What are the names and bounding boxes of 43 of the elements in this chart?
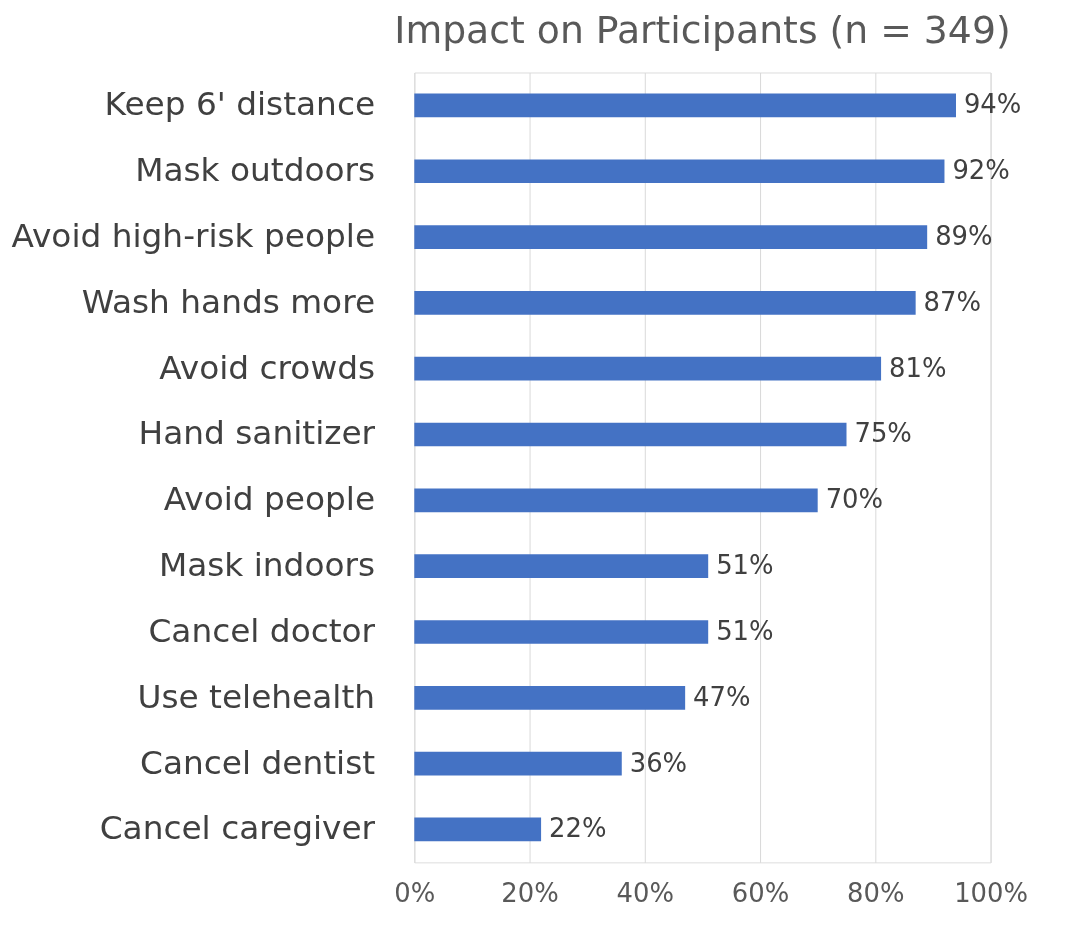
y-tick-label: Avoid crowds xyxy=(159,348,376,387)
data-label: 92% xyxy=(952,155,1010,186)
x-tick-label: 100% xyxy=(954,877,1028,908)
x-tick-label: 80% xyxy=(847,877,905,908)
y-tick-label: Wash hands more xyxy=(81,282,376,321)
data-label: 89% xyxy=(935,221,993,251)
y-tick-label: Hand sanitizer xyxy=(138,414,376,453)
data-label: 47% xyxy=(693,681,751,712)
data-label: 36% xyxy=(629,747,688,778)
bar xyxy=(414,159,945,184)
bar xyxy=(414,356,882,381)
bar xyxy=(414,554,709,579)
data-label: 94% xyxy=(963,89,1022,120)
data-label: 75% xyxy=(854,418,912,449)
x-tick-label: 0% xyxy=(394,877,436,908)
data-label: 81% xyxy=(889,352,947,383)
data-label: 22% xyxy=(549,813,607,844)
y-tick-label: Cancel dentist xyxy=(140,743,376,782)
data-label: 70% xyxy=(825,484,884,515)
y-tick-label: Use telehealth xyxy=(137,677,376,716)
bar xyxy=(414,93,956,118)
bar xyxy=(414,488,818,513)
chart-title: Impact on Participants (n = 349) xyxy=(394,7,1011,52)
y-tick-label: Mask outdoors xyxy=(135,151,376,190)
data-label: 51% xyxy=(716,550,774,581)
bar xyxy=(414,685,686,710)
bar xyxy=(414,620,709,644)
y-tick-label: Avoid people xyxy=(163,480,376,519)
y-tick-label: Cancel doctor xyxy=(148,611,376,650)
x-tick-label: 20% xyxy=(501,877,559,908)
y-tick-label: Avoid high-risk people xyxy=(11,216,376,255)
data-label: 87% xyxy=(923,286,982,317)
bar xyxy=(414,751,622,776)
bar xyxy=(414,225,928,249)
y-tick-label: Cancel caregiver xyxy=(99,809,376,848)
data-label: 51% xyxy=(716,615,774,646)
y-tick-label: Keep 6' distance xyxy=(104,85,376,124)
x-tick-label: 60% xyxy=(731,877,790,908)
bar xyxy=(414,817,542,842)
x-tick-label: 40% xyxy=(616,877,675,908)
bar xyxy=(414,422,847,447)
y-tick-label: Mask indoors xyxy=(158,546,376,585)
bar xyxy=(414,291,916,315)
